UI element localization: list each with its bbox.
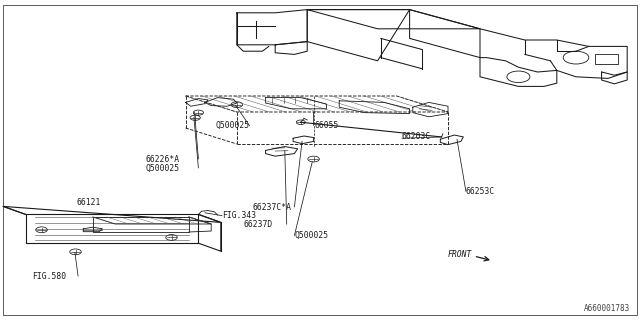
Text: Q500025: Q500025: [294, 231, 328, 240]
Text: 66237D: 66237D: [243, 220, 273, 229]
Text: FIG.343: FIG.343: [222, 211, 256, 220]
Text: 66237C*A: 66237C*A: [253, 203, 292, 212]
Text: 66203C: 66203C: [402, 132, 431, 141]
Text: FIG.580: FIG.580: [32, 272, 66, 281]
Text: FRONT: FRONT: [448, 250, 472, 259]
Text: Q500025: Q500025: [216, 121, 250, 130]
Text: 66055: 66055: [315, 121, 339, 130]
Text: Q500025: Q500025: [146, 164, 180, 172]
Text: 66253C: 66253C: [466, 187, 495, 196]
Text: A660001783: A660001783: [584, 304, 630, 313]
Bar: [595, 54, 618, 64]
Text: 66121: 66121: [77, 198, 101, 207]
Text: 66226*A: 66226*A: [146, 155, 180, 164]
